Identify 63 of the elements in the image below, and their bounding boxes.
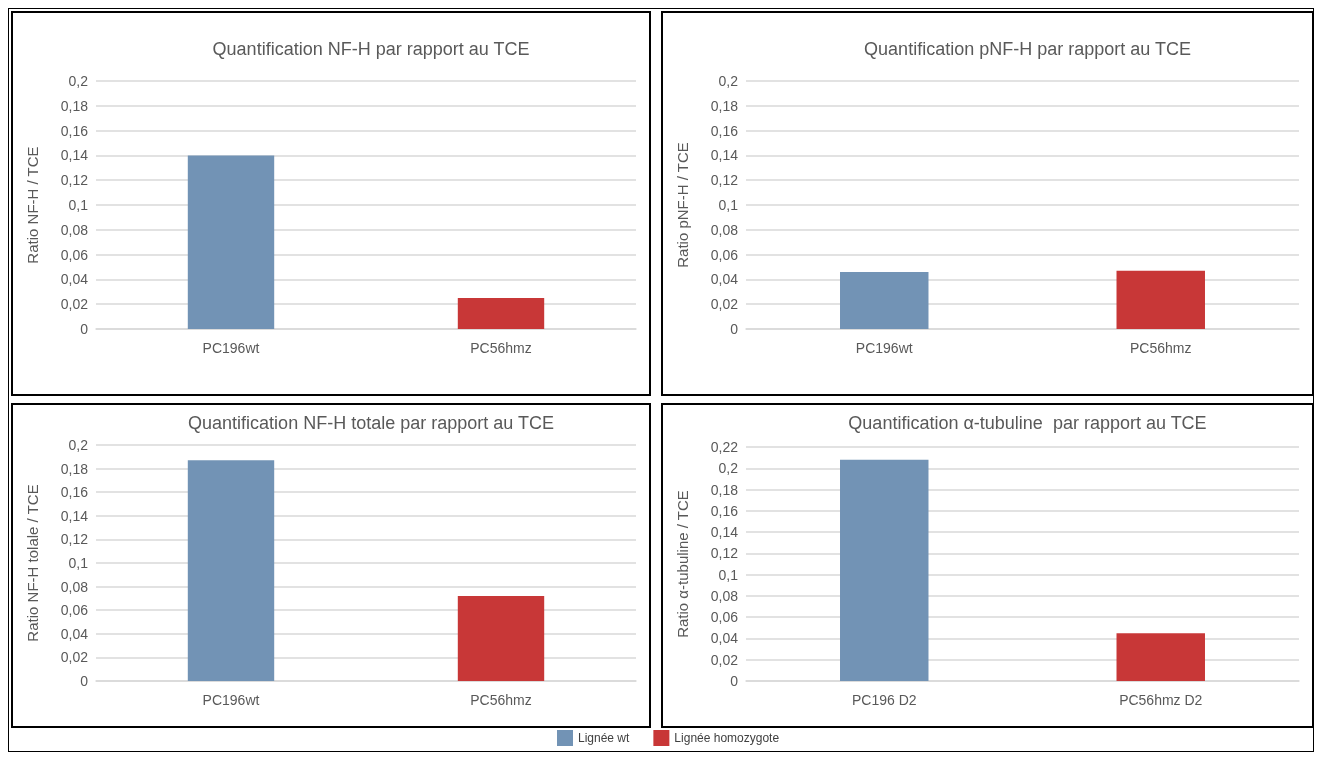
chart-title: Quantification pNF-H par rapport au TCE	[864, 39, 1191, 59]
y-tick-label: 0,1	[718, 197, 739, 213]
y-tick-label: 0,16	[710, 122, 739, 139]
x-tick-label: PC56hmz	[1130, 340, 1192, 356]
chart-title: Quantification NF-H par rapport au TCE	[212, 39, 530, 59]
y-tick-label: 0,2	[68, 73, 89, 89]
y-tick-label: 0,16	[60, 122, 89, 139]
y-tick-label: 0,06	[60, 602, 89, 619]
legend-label: Lignée wt	[578, 731, 631, 745]
y-tick-label: 0,08	[710, 221, 739, 238]
x-tick-label: PC196 D2	[851, 692, 917, 708]
y-tick-label: 0,14	[710, 524, 739, 541]
y-axis-title: Ratio NF-H / TCE	[24, 146, 41, 264]
y-tick-label: 0	[80, 673, 89, 689]
y-tick-label: 0,22	[710, 439, 739, 455]
x-tick-label: PC196wt	[202, 692, 260, 708]
y-tick-label: 0,04	[710, 271, 739, 288]
chart-title: Quantification α-tubuline par rapport au TCE	[848, 413, 1207, 433]
y-tick-label: 0,12	[60, 172, 89, 189]
y-tick-label: 0,12	[60, 531, 89, 548]
chart-title: Quantification NF-H totale par rapport au TCE	[188, 413, 554, 433]
y-tick-label: 0,14	[60, 507, 89, 524]
y-tick-label: 0,04	[710, 630, 739, 647]
y-tick-label: 0,1	[718, 566, 739, 583]
y-tick-label: 0,2	[718, 460, 739, 477]
y-tick-label: 0,04	[60, 625, 89, 642]
y-axis-title: Ratio NF-H tolale / TCE	[24, 484, 41, 642]
y-tick-label: 0,2	[718, 73, 739, 89]
x-tick-label: PC56hmz D2	[1119, 692, 1203, 708]
y-tick-label: 0,06	[60, 246, 89, 263]
y-tick-label: 0,18	[710, 97, 739, 114]
y-tick-label: 0,02	[710, 296, 739, 313]
x-tick-label: PC56hmz	[470, 692, 532, 708]
legend-label: Lignée homozygote	[674, 731, 780, 745]
y-tick-label: 0,1	[68, 555, 89, 571]
x-tick-label: PC196wt	[202, 340, 260, 356]
y-tick-label: 0,18	[60, 460, 89, 477]
y-tick-label: 0	[730, 673, 739, 689]
y-tick-label: 0	[80, 321, 89, 337]
y-tick-label: 0,06	[710, 246, 739, 263]
y-tick-label: 0,08	[60, 221, 89, 238]
y-tick-label: 0,12	[710, 172, 739, 189]
y-tick-label: 0,18	[60, 97, 89, 114]
y-tick-label: 0	[730, 321, 739, 337]
x-tick-label: PC196wt	[855, 340, 913, 356]
y-tick-label: 0,1	[68, 197, 89, 213]
y-tick-label: 0,06	[710, 609, 739, 626]
y-tick-label: 0,08	[60, 578, 89, 595]
y-tick-label: 0,2	[68, 437, 89, 453]
y-tick-label: 0,16	[710, 502, 739, 519]
y-tick-label: 0,02	[60, 296, 89, 313]
y-tick-label: 0,14	[60, 147, 89, 164]
y-tick-label: 0,02	[60, 649, 89, 666]
y-tick-label: 0,02	[710, 651, 739, 668]
y-tick-label: 0,12	[710, 545, 739, 562]
y-axis-title: Ratio pNF-H / TCE	[674, 142, 691, 268]
y-axis-title: Ratio α-tubuline / TCE	[674, 490, 691, 638]
y-tick-label: 0,08	[710, 587, 739, 604]
y-tick-label: 0,14	[710, 147, 739, 164]
y-tick-label: 0,16	[60, 484, 89, 501]
y-tick-label: 0,04	[60, 271, 89, 288]
y-tick-label: 0,18	[710, 481, 739, 498]
x-tick-label: PC56hmz	[470, 340, 532, 356]
